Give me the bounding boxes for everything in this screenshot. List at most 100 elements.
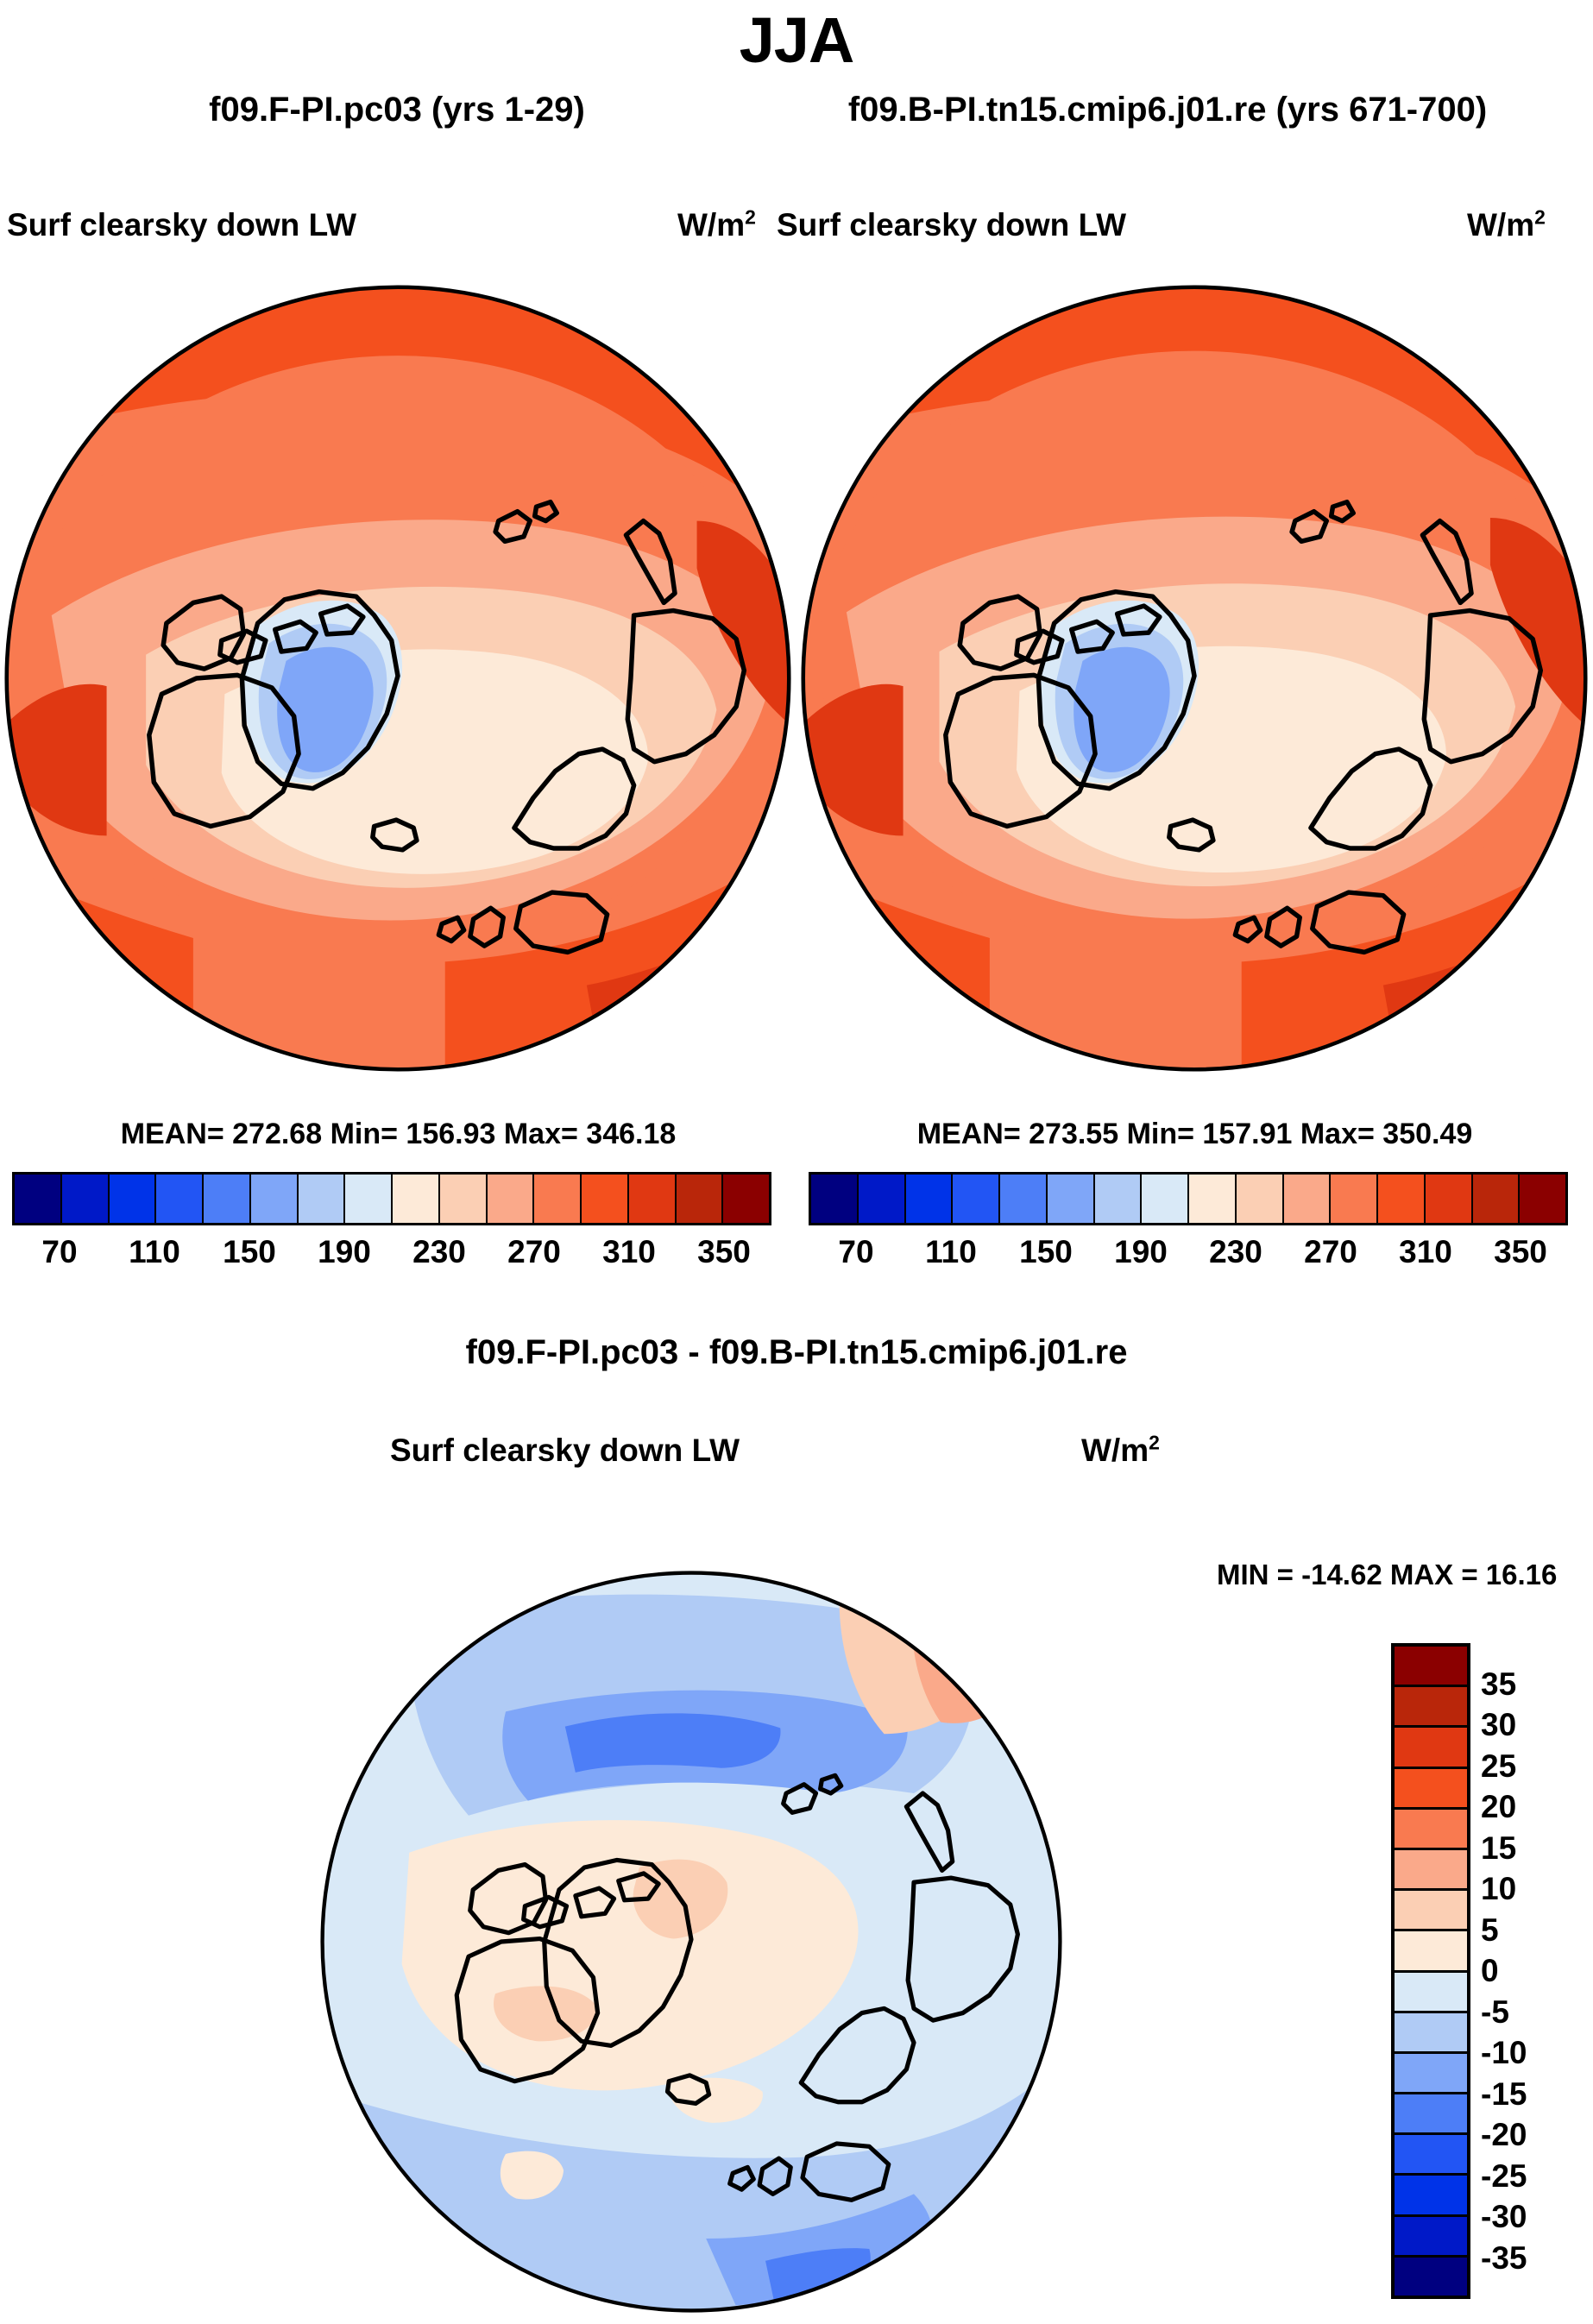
season-title: JJA bbox=[739, 4, 855, 76]
colorbar-cell bbox=[723, 1175, 769, 1223]
difference-panel-minmax: MIN = -14.62 MAX = 16.16 bbox=[1217, 1559, 1558, 1590]
right-panel-units-label: W/m2 bbox=[1467, 207, 1546, 243]
colorbar-cell bbox=[905, 1175, 954, 1223]
colorbar-tick-label: 310 bbox=[602, 1234, 656, 1269]
colorbar-tick-label: 150 bbox=[223, 1234, 276, 1269]
diff-units-text: W/m bbox=[1081, 1433, 1149, 1468]
colorbar-tick-label: 70 bbox=[838, 1234, 874, 1269]
colorbar-cell bbox=[628, 1175, 677, 1223]
colorbar-cell bbox=[1189, 1175, 1237, 1223]
colorbar-tick-label: 350 bbox=[697, 1234, 751, 1269]
colorbar-cell bbox=[1283, 1175, 1332, 1223]
colorbar-cell bbox=[534, 1175, 582, 1223]
colorbar-cell bbox=[1142, 1175, 1189, 1223]
colorbar-cell bbox=[1236, 1175, 1284, 1223]
colorbar-tick-label: 5 bbox=[1481, 1911, 1499, 1948]
difference-panel-colorbar-labels: 35 30 25 20 15 10 5 0 -5 -10 -15 -20 -25 -30 -35 bbox=[1481, 1643, 1593, 2299]
colorbar-tick-label: 310 bbox=[1399, 1234, 1452, 1269]
right-panel-colorbar[interactable] bbox=[809, 1172, 1568, 1225]
colorbar-cell bbox=[204, 1175, 251, 1223]
colorbar-cell bbox=[1395, 2012, 1467, 2054]
right-panel-field-label: Surf clearsky down LW bbox=[777, 207, 1127, 242]
colorbar-cell bbox=[1395, 2094, 1467, 2136]
colorbar-tick-label: 20 bbox=[1481, 1789, 1517, 1824]
map-left-panel[interactable] bbox=[4, 285, 791, 1072]
right-units-text: W/m bbox=[1467, 207, 1535, 242]
colorbar-cell bbox=[1378, 1175, 1426, 1223]
colorbar-tick-label: 350 bbox=[1494, 1234, 1547, 1269]
colorbar-cell bbox=[1395, 2053, 1467, 2095]
colorbar-cell bbox=[1395, 1647, 1467, 1688]
colorbar-cell bbox=[676, 1175, 724, 1223]
left-panel-colorbar[interactable] bbox=[12, 1172, 771, 1225]
right-panel-run-title: f09.B-PI.tn15.cmip6.j01.re (yrs 671-700) bbox=[847, 91, 1488, 129]
colorbar-tick-label: -25 bbox=[1481, 2157, 1527, 2194]
colorbar-cell bbox=[156, 1175, 204, 1223]
colorbar-cell bbox=[1094, 1175, 1143, 1223]
colorbar-cell bbox=[15, 1175, 62, 1223]
map-right-panel[interactable] bbox=[801, 285, 1588, 1072]
colorbar-cell bbox=[1395, 1728, 1467, 1769]
colorbar-tick-label: 35 bbox=[1481, 1666, 1517, 1702]
left-panel-field-label: Surf clearsky down LW bbox=[7, 207, 357, 242]
colorbar-cell bbox=[1395, 1931, 1467, 1973]
colorbar-tick-label: 15 bbox=[1481, 1830, 1517, 1866]
colorbar-cell bbox=[61, 1175, 110, 1223]
colorbar-cell bbox=[1472, 1175, 1521, 1223]
colorbar-cell bbox=[1425, 1175, 1473, 1223]
colorbar-tick-label: 270 bbox=[1304, 1234, 1357, 1269]
map-difference-panel[interactable] bbox=[320, 1571, 1062, 2313]
colorbar-tick-label: 230 bbox=[1209, 1234, 1262, 1269]
colorbar-cell bbox=[439, 1175, 488, 1223]
colorbar-cell bbox=[1395, 2135, 1467, 2176]
left-panel-run-title: f09.F-PI.pc03 (yrs 1-29) bbox=[209, 91, 585, 129]
colorbar-tick-label: -15 bbox=[1481, 2075, 1527, 2112]
colorbar-cell bbox=[1047, 1175, 1095, 1223]
left-panel-stats: MEAN= 272.68 Min= 156.93 Max= 346.18 bbox=[120, 1118, 677, 1150]
colorbar-cell bbox=[1395, 1891, 1467, 1932]
colorbar-tick-label: 30 bbox=[1481, 1707, 1517, 1742]
colorbar-cell bbox=[1395, 1768, 1467, 1810]
colorbar-cell bbox=[582, 1175, 629, 1223]
difference-panel-run-title: f09.F-PI.pc03 - f09.B-PI.tn15.cmip6.j01.… bbox=[465, 1333, 1128, 1371]
colorbar-tick-label: 230 bbox=[412, 1234, 466, 1269]
colorbar-cell bbox=[1331, 1175, 1378, 1223]
colorbar-tick-label: -10 bbox=[1481, 2035, 1527, 2070]
colorbar-cell bbox=[1395, 1809, 1467, 1850]
colorbar-tick-label: 190 bbox=[318, 1234, 371, 1269]
colorbar-cell bbox=[1395, 2257, 1467, 2296]
left-units-text: W/m bbox=[677, 207, 746, 242]
colorbar-cell bbox=[1395, 1687, 1467, 1729]
colorbar-cell bbox=[487, 1175, 535, 1223]
colorbar-tick-label: -30 bbox=[1481, 2199, 1527, 2234]
colorbar-cell bbox=[393, 1175, 440, 1223]
colorbar-tick-label: 70 bbox=[41, 1234, 78, 1269]
colorbar-cell bbox=[1395, 2216, 1467, 2258]
right-units-exponent: 2 bbox=[1534, 205, 1546, 229]
colorbar-cell bbox=[298, 1175, 346, 1223]
left-panel-units-label: W/m2 bbox=[677, 207, 756, 243]
colorbar-tick-label: -20 bbox=[1481, 2117, 1527, 2152]
colorbar-tick-label: 0 bbox=[1481, 1953, 1499, 1988]
colorbar-cell bbox=[1395, 1849, 1467, 1892]
colorbar-cell bbox=[953, 1175, 1000, 1223]
difference-panel-units-label: W/m2 bbox=[1081, 1433, 1160, 1469]
colorbar-tick-label: 110 bbox=[925, 1234, 977, 1269]
left-units-exponent: 2 bbox=[745, 205, 756, 229]
difference-panel-colorbar[interactable] bbox=[1391, 1643, 1470, 2299]
colorbar-cell bbox=[250, 1175, 299, 1223]
colorbar-tick-label: 190 bbox=[1114, 1234, 1168, 1269]
right-panel-stats: MEAN= 273.55 Min= 157.91 Max= 350.49 bbox=[916, 1118, 1473, 1150]
colorbar-tick-label: -5 bbox=[1481, 1993, 1509, 2030]
colorbar-tick-label: 110 bbox=[129, 1234, 180, 1269]
colorbar-tick-label: 150 bbox=[1019, 1234, 1073, 1269]
right-panel-colorbar-labels: 70 110 150 190 230 270 310 350 bbox=[809, 1234, 1568, 1277]
colorbar-cell bbox=[1520, 1175, 1565, 1223]
colorbar-tick-label: 270 bbox=[507, 1234, 561, 1269]
colorbar-cell bbox=[811, 1175, 859, 1223]
diff-units-exponent: 2 bbox=[1149, 1431, 1160, 1454]
colorbar-cell bbox=[109, 1175, 157, 1223]
colorbar-cell bbox=[1395, 2176, 1467, 2217]
colorbar-cell bbox=[858, 1175, 906, 1223]
colorbar-cell bbox=[1000, 1175, 1048, 1223]
